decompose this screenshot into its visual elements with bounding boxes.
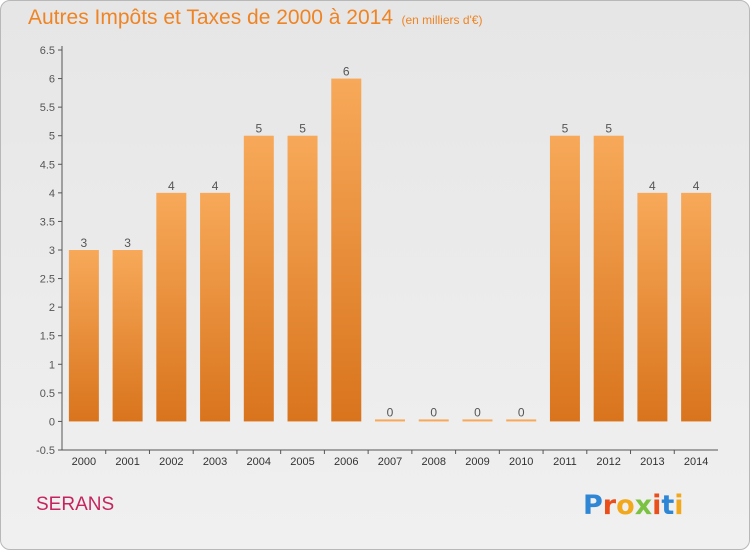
data-label: 0 bbox=[430, 405, 437, 419]
data-label: 5 bbox=[605, 122, 612, 136]
x-tick-label: 2000 bbox=[72, 456, 96, 468]
data-label: 0 bbox=[387, 405, 394, 419]
data-label: 4 bbox=[168, 179, 175, 193]
logo-letter: P bbox=[583, 490, 603, 521]
x-tick-label: 2001 bbox=[115, 456, 139, 468]
place-name: SERANS bbox=[36, 494, 115, 515]
x-tick-label: 2009 bbox=[465, 456, 489, 468]
data-labels: 3 3 4 4 5 5 6 0 0 0 0 5 5 4 4 bbox=[81, 65, 700, 420]
data-label: 5 bbox=[255, 122, 262, 136]
x-tick-label: 2003 bbox=[203, 456, 227, 468]
x-tick-label: 2005 bbox=[290, 456, 314, 468]
bar bbox=[375, 419, 405, 422]
logo-letter: r bbox=[602, 490, 617, 521]
x-tick-label: 2008 bbox=[421, 456, 445, 468]
bar bbox=[112, 250, 143, 422]
unit-text: (en milliers d'€) bbox=[401, 13, 483, 27]
y-tick-label: 2 bbox=[49, 302, 55, 314]
logo-letter: i bbox=[674, 490, 684, 521]
x-tick-label: 2006 bbox=[334, 456, 358, 468]
data-label: 3 bbox=[81, 236, 88, 250]
x-tick-label: 2010 bbox=[509, 456, 533, 468]
bar bbox=[593, 135, 624, 422]
data-label: 3 bbox=[124, 236, 131, 250]
x-tick-label: 2013 bbox=[640, 456, 664, 468]
bar bbox=[200, 192, 231, 422]
data-label: 4 bbox=[212, 179, 219, 193]
y-tick-label: 0 bbox=[49, 416, 55, 428]
data-label: 4 bbox=[649, 179, 656, 193]
x-tick-label: 2014 bbox=[684, 456, 708, 468]
logo-letter: t bbox=[661, 490, 675, 521]
logo-letter: x bbox=[634, 490, 653, 521]
bar bbox=[462, 419, 493, 422]
bar bbox=[637, 192, 668, 422]
bar bbox=[331, 78, 362, 422]
chart-title: Autres Impôts et Taxes de 2000 à 2014 (e… bbox=[28, 6, 482, 30]
y-tick-label: 6.5 bbox=[40, 45, 55, 57]
data-label: 5 bbox=[562, 122, 569, 136]
bar bbox=[68, 250, 99, 422]
logo-letter: o bbox=[616, 490, 635, 521]
x-tick-label: 2012 bbox=[596, 456, 620, 468]
axes: -0.5 0 0.5 1 1.5 2 2.5 3 3.5 4 4.5 5 5.5 6 6.5 2000 2001… bbox=[36, 45, 718, 468]
y-tick-label: 3 bbox=[49, 245, 55, 257]
proxiti-logo[interactable]: Proxiti bbox=[583, 490, 684, 521]
x-tick-label: 2007 bbox=[378, 456, 402, 468]
logo-letter: i bbox=[652, 490, 662, 521]
x-tick-label: 2011 bbox=[553, 456, 577, 468]
bar bbox=[243, 135, 274, 422]
bar bbox=[156, 192, 187, 422]
y-tick-label: 4.5 bbox=[40, 159, 55, 171]
y-tick-label: 6 bbox=[49, 74, 55, 86]
y-tick-label: -0.5 bbox=[36, 445, 55, 457]
y-tick-label: 5 bbox=[49, 131, 55, 143]
y-tick-label: 0.5 bbox=[40, 388, 55, 400]
y-tick-label: 5.5 bbox=[40, 102, 55, 114]
y-tick-label: 4 bbox=[49, 188, 55, 200]
bar bbox=[287, 135, 318, 422]
y-tick-label: 3.5 bbox=[40, 216, 55, 228]
bar bbox=[549, 135, 580, 422]
data-label: 0 bbox=[474, 405, 481, 419]
data-label: 6 bbox=[343, 65, 350, 79]
bars bbox=[68, 78, 712, 422]
data-label: 0 bbox=[518, 405, 525, 419]
x-tick-label: 2004 bbox=[247, 456, 271, 468]
y-tick-label: 2.5 bbox=[40, 274, 55, 286]
title-text: Autres Impôts et Taxes de 2000 à 2014 bbox=[28, 6, 394, 29]
data-label: 4 bbox=[693, 179, 700, 193]
y-tick-label: 1 bbox=[49, 359, 55, 371]
bar bbox=[418, 419, 449, 422]
bar bbox=[681, 192, 712, 422]
y-tick-label: 1.5 bbox=[40, 331, 55, 343]
data-label: 5 bbox=[299, 122, 306, 136]
x-tick-label: 2002 bbox=[159, 456, 183, 468]
bar bbox=[506, 419, 537, 422]
